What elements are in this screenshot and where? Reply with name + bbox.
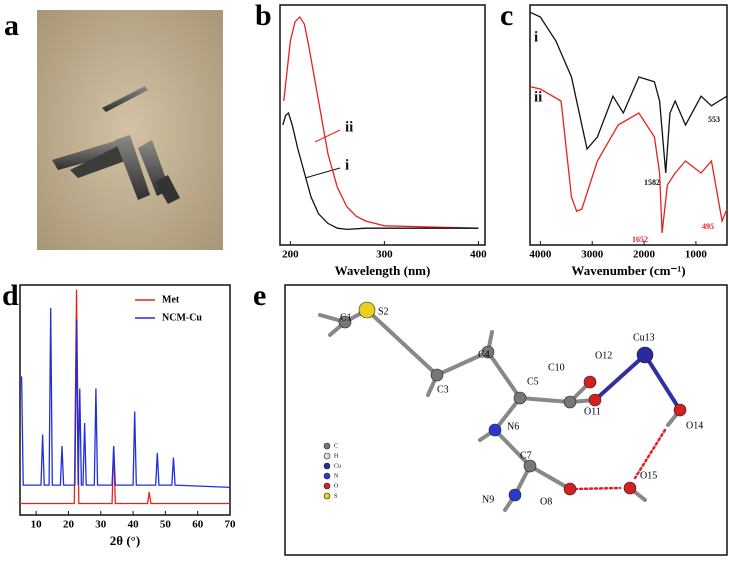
- plot-frame: [19, 284, 231, 516]
- atom-label: O14: [686, 420, 703, 431]
- x-tick-label: 70: [225, 519, 237, 531]
- legend-label: N: [334, 473, 339, 479]
- annotation: 1582: [644, 178, 660, 187]
- crystal: [52, 140, 124, 170]
- atom-label: Cu13: [633, 332, 655, 343]
- atom-label: C3: [437, 384, 449, 395]
- hydrogen-bonds: [573, 428, 667, 491]
- leader-line: [314, 129, 341, 143]
- photo-background: [37, 10, 223, 250]
- x-tick-label: 1000: [685, 249, 708, 261]
- x-axis-label: 2θ (°): [110, 533, 140, 548]
- legend-label: Cu: [334, 463, 341, 469]
- x-tick-label: 4000: [529, 249, 552, 261]
- x-axis-label: Wavenumber (cm⁻¹): [571, 263, 685, 278]
- legend-label: Met: [162, 294, 180, 305]
- series-line: [529, 11, 728, 174]
- panel-label: c: [500, 0, 513, 32]
- series-label: i: [534, 29, 538, 45]
- atom-label: O15: [640, 470, 657, 481]
- crystal: [115, 135, 150, 200]
- atom-label: C7: [520, 450, 532, 461]
- series-label: ii: [534, 89, 542, 105]
- atom-label: C4: [478, 349, 490, 360]
- annotation: 1652: [632, 235, 648, 244]
- atom-label: O8: [540, 496, 552, 507]
- atom-label: C10: [548, 362, 565, 373]
- atom-label: S2: [378, 306, 389, 317]
- crystal: [155, 175, 180, 204]
- x-tick-label: 2000: [633, 249, 656, 261]
- photo: [37, 10, 223, 250]
- x-axis-label: Wavelength (nm): [335, 263, 431, 278]
- atom-label: O11: [584, 406, 601, 417]
- x-tick-label: 300: [376, 249, 393, 261]
- series-line: [20, 307, 231, 489]
- atom-label: C5: [527, 376, 539, 387]
- x-tick-label: 3000: [581, 249, 604, 261]
- legend-label: O: [334, 483, 339, 489]
- x-tick-label: 40: [128, 519, 140, 531]
- panel-label: b: [255, 0, 272, 32]
- legend-label: H: [334, 453, 339, 459]
- x-tick-label: 20: [63, 519, 75, 531]
- x-tick-label: 400: [470, 249, 487, 261]
- atom-label: N9: [482, 494, 494, 505]
- series-line: [529, 85, 728, 234]
- atoms: [323, 301, 687, 502]
- annotation: 553: [708, 115, 720, 124]
- panel-frame: [284, 284, 728, 556]
- series-label: i: [345, 157, 349, 173]
- atom-label: O12: [595, 350, 612, 361]
- legend-label: S: [334, 493, 337, 499]
- atom-label: C1: [340, 312, 352, 323]
- crystal: [70, 145, 128, 178]
- x-tick-label: 60: [192, 519, 204, 531]
- series-line: [283, 15, 479, 229]
- x-tick-label: 10: [31, 519, 43, 531]
- panel-label: d: [2, 279, 19, 312]
- bonds: [318, 308, 682, 512]
- atom-label: N6: [507, 421, 519, 432]
- plot-frame: [529, 4, 728, 246]
- x-tick-label: 200: [282, 249, 299, 261]
- leader-line: [304, 167, 341, 179]
- series-label: ii: [345, 119, 353, 135]
- legend-label: C: [334, 443, 338, 449]
- x-tick-label: 30: [95, 519, 107, 531]
- panel-label: a: [4, 9, 19, 42]
- panel-label: e: [253, 279, 266, 312]
- x-tick-label: 50: [160, 519, 172, 531]
- series-line: [282, 111, 479, 231]
- plot-frame: [279, 4, 486, 246]
- structure: C1 S2 C4 C3 C5 C10 O12 Cu13 O11 N6 O14 C…: [284, 284, 728, 556]
- annotation: 495: [702, 222, 714, 231]
- legend-label: NCM-Cu: [162, 312, 202, 323]
- crystal: [102, 86, 148, 112]
